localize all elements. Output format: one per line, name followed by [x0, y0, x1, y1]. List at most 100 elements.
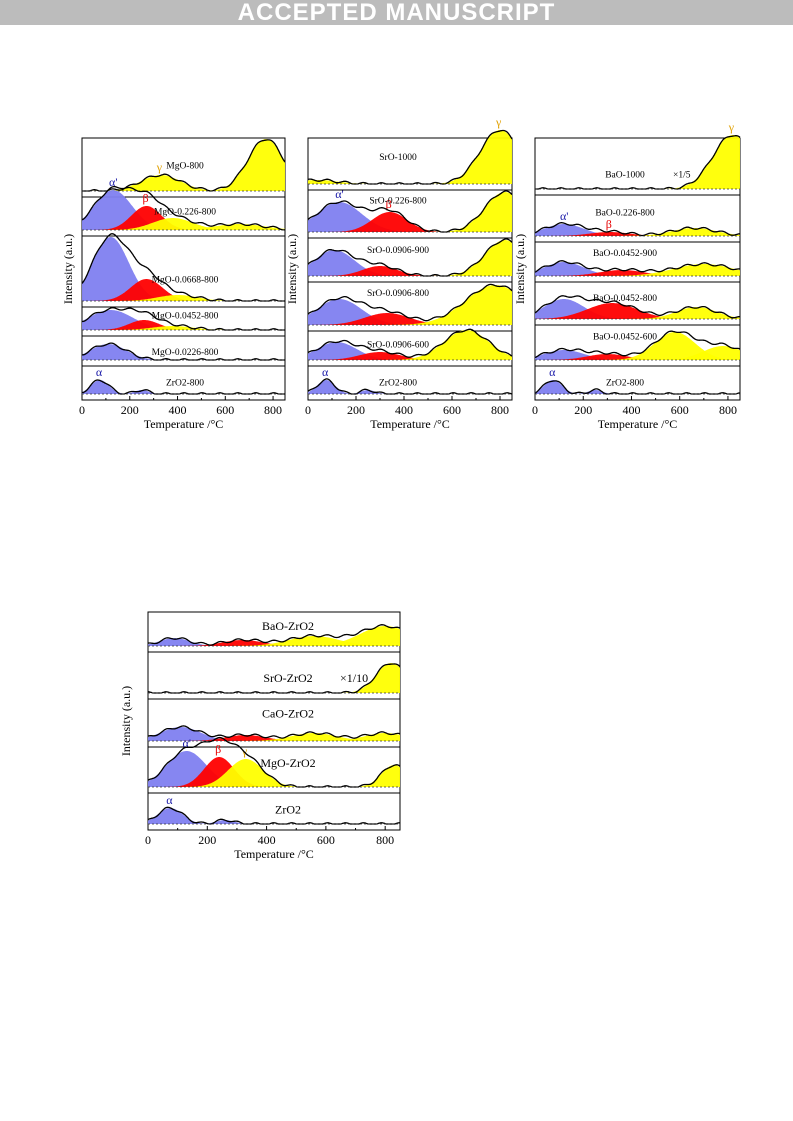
tpd-curve	[307, 283, 513, 322]
peak-gamma	[363, 285, 512, 325]
trace-name: BaO-ZrO2	[262, 619, 314, 633]
x-tick-label: 800	[491, 403, 509, 417]
peak-beta	[157, 735, 334, 741]
x-tick-label: 800	[719, 403, 737, 417]
x-axis-label: Temperature /°C	[370, 417, 450, 431]
trace-sro-0-0906-600: SrO-0.0906-600	[307, 328, 513, 361]
peak-label-gamma: γ	[495, 115, 502, 129]
x-tick-label: 800	[264, 403, 282, 417]
x-tick-label: 0	[79, 403, 85, 417]
trace-name: MgO-0.0226-800	[152, 348, 219, 358]
trace-name: SrO-ZrO2	[263, 671, 312, 685]
peak-gamma	[339, 765, 400, 787]
x-tick-label: 600	[443, 403, 461, 417]
x-tick-label: 600	[216, 403, 234, 417]
trace-name: MgO-0.0452-800	[152, 311, 219, 321]
x-tick-label: 400	[622, 403, 640, 417]
trace-name: MgO-0.226-800	[154, 208, 216, 218]
peak-gamma	[168, 759, 323, 787]
peak-label-gamma: γ	[728, 120, 735, 134]
trace-sro-zro2: SrO-ZrO2 ×1/10	[148, 651, 401, 694]
trace-name: BaO-0.0452-900	[593, 249, 657, 259]
peak-gamma	[416, 192, 512, 232]
peak-gamma	[571, 264, 740, 276]
peak-alpha	[337, 390, 399, 394]
peak-alpha	[185, 820, 265, 824]
x-axis-label: Temperature /°C	[144, 417, 224, 431]
peak-gamma	[325, 663, 400, 693]
tpd-curve	[147, 806, 400, 825]
peak-gamma	[412, 130, 512, 184]
tpd-curve	[307, 238, 513, 277]
tpd-curve	[534, 295, 740, 319]
peak-label-alpha: α'	[109, 175, 117, 189]
peak-gamma	[595, 228, 740, 236]
trace-cao-zro2: CaO-ZrO2	[147, 698, 401, 742]
trace-name: BaO-1000	[605, 170, 645, 180]
peak-gamma	[644, 135, 740, 189]
peak-beta	[154, 640, 331, 646]
trace-zro2-800: α ZrO2-800	[534, 365, 741, 395]
tpd-curve	[535, 135, 741, 190]
x-tick-label: 200	[347, 403, 365, 417]
x-tick-label: 200	[574, 403, 592, 417]
peak-gamma	[84, 326, 261, 330]
peak-beta	[308, 313, 487, 325]
tpd-curve	[147, 736, 401, 788]
trace-mgo-0-226-800: α' β MgO-0.226-800	[81, 175, 286, 231]
plot-frame	[147, 611, 401, 831]
peak-label-alpha: α	[96, 365, 103, 379]
peak-alpha	[148, 751, 275, 787]
x-tick-label: 0	[532, 403, 538, 417]
peak-gamma	[416, 240, 512, 276]
peak-beta	[308, 266, 457, 276]
trace-name: SrO-0.0906-600	[367, 340, 429, 350]
trace-name: MgO-ZrO2	[260, 756, 315, 770]
y-axis-label: Intensity (a.u.)	[513, 234, 527, 304]
trace-bao-zro2: BaO-ZrO2	[147, 619, 401, 647]
trace-zro2-800: α ZrO2-800	[81, 365, 285, 395]
peak-alpha	[82, 190, 197, 230]
peak-gamma	[367, 330, 512, 360]
peak-beta	[82, 279, 217, 301]
tpd-curve	[307, 328, 513, 358]
peak-alpha	[535, 380, 593, 394]
x-tick-label: 400	[395, 403, 413, 417]
tpd-curve	[147, 725, 401, 739]
x-tick-label: 0	[305, 403, 311, 417]
scale-note: ×1/5	[673, 170, 691, 180]
peak-gamma	[89, 295, 266, 301]
peak-gamma	[635, 346, 740, 360]
peak-gamma	[608, 307, 740, 319]
tpd-curve	[534, 260, 741, 273]
peak-label-beta: β	[215, 742, 221, 756]
x-tick-label: 200	[198, 833, 216, 847]
x-tick-label: 400	[169, 403, 187, 417]
trace-name: ZrO2-800	[606, 378, 644, 388]
peak-beta	[153, 757, 286, 787]
y-axis-label: Intensity (a.u.)	[285, 234, 299, 304]
trace-bao-0-0452-600: BaO-0.0452-600	[534, 324, 741, 361]
peak-alpha	[82, 310, 210, 330]
trace-mgo-0-0226-800: MgO-0.0226-800	[81, 335, 285, 361]
peak-label-alpha: α	[166, 793, 173, 807]
peak-gamma	[275, 626, 400, 646]
trace-name: SrO-0.226-800	[369, 197, 427, 207]
peak-label-alpha: α'	[560, 209, 568, 223]
trace-zro2-800: α ZrO2-800	[307, 365, 513, 395]
trace-name: SrO-0.0906-900	[367, 246, 429, 256]
peak-beta	[535, 354, 696, 360]
trace-sro-0-0906-900: SrO-0.0906-900	[307, 237, 513, 277]
peak-alpha	[148, 638, 241, 646]
peak-alpha	[535, 224, 652, 236]
tpd-curve	[534, 380, 741, 395]
x-tick-label: 800	[376, 833, 394, 847]
tpd-curve	[147, 624, 401, 646]
peak-alpha	[535, 350, 652, 360]
trace-name: MgO-800	[166, 162, 204, 172]
